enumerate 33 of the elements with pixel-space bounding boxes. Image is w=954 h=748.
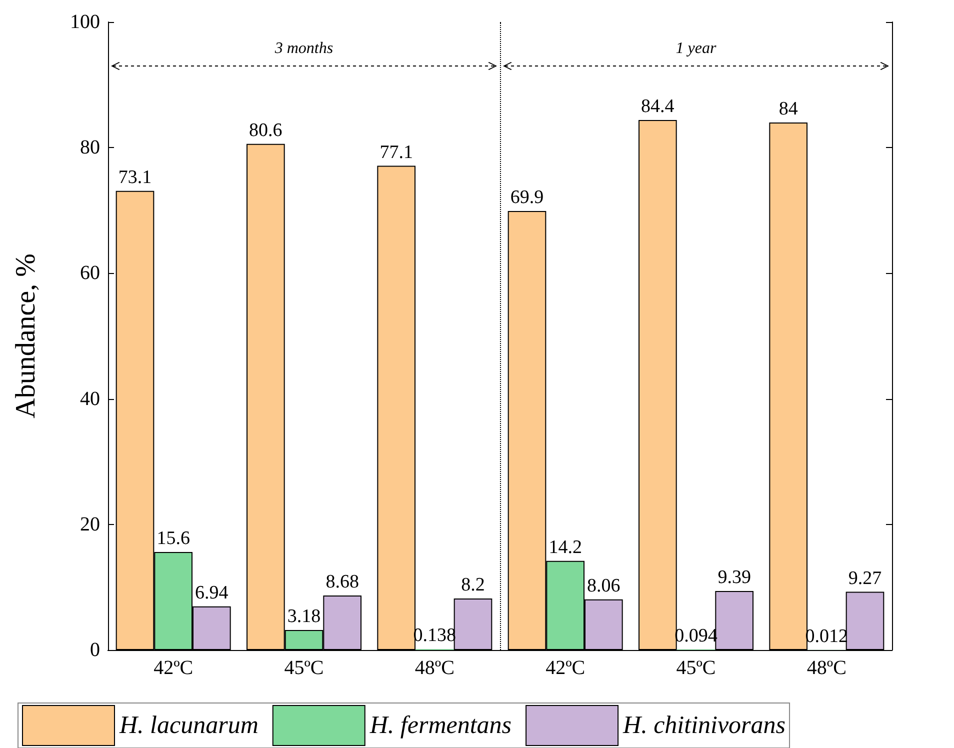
legend-label: H. lacunarum xyxy=(118,712,258,739)
data-label: 8.06 xyxy=(587,575,620,596)
annotation: 1 year xyxy=(674,40,718,58)
data-label: 73.1 xyxy=(118,166,152,188)
data-label: 84 xyxy=(778,98,798,120)
x-tick-label: 45ºC xyxy=(284,657,324,679)
annotation: 3 months xyxy=(274,40,334,58)
legend-label: H. chitinivorans xyxy=(622,712,786,739)
data-label: 15.6 xyxy=(156,528,190,550)
y-tick-label: 80 xyxy=(80,136,100,159)
y-axis-title: Abundance, % xyxy=(10,254,42,418)
data-label: 77.1 xyxy=(380,142,413,163)
data-label: 8.2 xyxy=(461,574,485,596)
x-tick-label: 48ºC xyxy=(806,657,846,679)
data-label: 80.6 xyxy=(249,120,282,141)
data-label: 8.68 xyxy=(326,571,359,592)
data-label: 9.27 xyxy=(848,568,882,589)
y-tick-label: 40 xyxy=(80,388,100,410)
x-tick-label: 42ºC xyxy=(546,657,586,679)
legend-label: H. fermentans xyxy=(368,712,512,739)
x-tick-label: 45ºC xyxy=(676,657,716,679)
data-label: 14.2 xyxy=(548,536,582,558)
y-tick-label: 100 xyxy=(70,11,100,33)
data-label: 3.18 xyxy=(287,606,321,628)
x-tick-label: 42ºC xyxy=(154,657,194,679)
data-label: 6.94 xyxy=(195,582,229,604)
y-tick-label: 0 xyxy=(90,639,100,661)
y-tick-label: 60 xyxy=(80,262,100,284)
data-label: 69.9 xyxy=(510,187,544,208)
x-tick-label: 48ºC xyxy=(414,657,454,679)
data-label: 84.4 xyxy=(641,96,675,117)
y-tick-label: 20 xyxy=(80,513,100,536)
data-label: 9.39 xyxy=(718,567,751,588)
